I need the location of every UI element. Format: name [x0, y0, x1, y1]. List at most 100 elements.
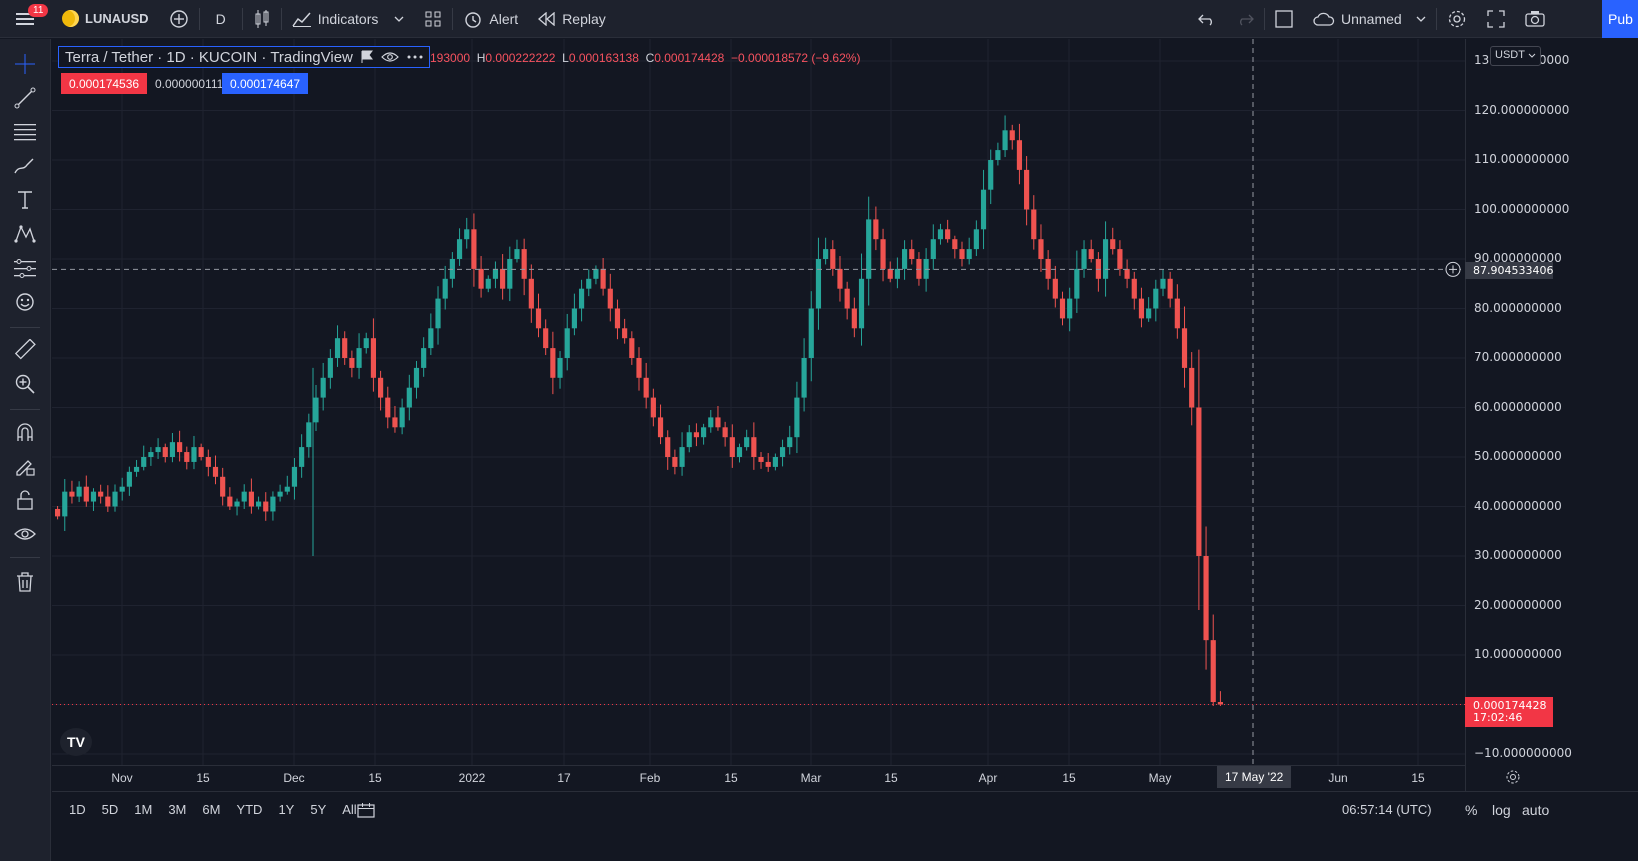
fib-tool[interactable] [10, 117, 40, 147]
candle-body [650, 397, 656, 418]
lock-drawing-tool[interactable] [10, 451, 40, 481]
symbol-search-button[interactable]: LUNAUSD [52, 0, 159, 38]
candle-body [701, 427, 707, 438]
time-tick-label: Mar [800, 771, 822, 785]
scale-settings-icon[interactable] [1505, 769, 1521, 785]
brush-tool[interactable] [10, 151, 40, 181]
select-layout-button[interactable] [1265, 0, 1303, 38]
menu-button[interactable]: 11 [0, 0, 52, 38]
tradingview-logo[interactable]: TV [60, 728, 92, 756]
candle-body [198, 447, 204, 457]
candle-body [901, 249, 908, 269]
price-tick-label: 120.000000000 [1474, 102, 1570, 117]
candle-body [1088, 249, 1094, 259]
candle-body [55, 508, 61, 517]
chevron-down-icon [394, 16, 404, 22]
candle-body [722, 427, 728, 438]
lock-all-tool[interactable] [10, 485, 40, 515]
clock[interactable]: 06:57:14 (UTC) [1342, 802, 1432, 817]
chart-type-button[interactable] [243, 0, 281, 38]
range-button-5d[interactable]: 5D [101, 802, 119, 817]
range-button-5y[interactable]: 5Y [310, 802, 327, 817]
candle-body [69, 491, 75, 497]
price-tick-label: 10.000000000 [1474, 647, 1562, 661]
candle-body [1110, 239, 1116, 250]
eye-icon[interactable] [381, 51, 399, 63]
remove-drawings-tool[interactable] [10, 567, 40, 597]
percent-toggle[interactable]: % [1465, 802, 1478, 818]
more-icon[interactable] [407, 54, 423, 60]
goto-date-button[interactable] [357, 802, 375, 818]
templates-button[interactable] [414, 0, 452, 38]
compare-button[interactable] [159, 0, 199, 38]
range-button-6m[interactable]: 6M [202, 802, 221, 817]
candle-body [492, 268, 499, 279]
range-button-ytd[interactable]: YTD [236, 802, 263, 817]
pattern-tool[interactable] [10, 219, 40, 249]
price-scale[interactable]: 130.000000000120.000000000110.0000000001… [1465, 39, 1638, 791]
candle-body [291, 466, 298, 487]
candle-body [327, 358, 333, 378]
snapshot-button[interactable] [1515, 0, 1555, 38]
undo-button[interactable] [1188, 0, 1226, 38]
buy-button[interactable]: 0.000174647 [222, 73, 309, 94]
candle-body [844, 288, 850, 309]
range-button-3m[interactable]: 3M [168, 802, 187, 817]
settings-button[interactable] [1437, 0, 1477, 38]
hide-drawings-tool[interactable] [10, 519, 40, 549]
candle-body [105, 496, 111, 507]
last-price-label: 0.000174428 17:02:46 [1465, 697, 1553, 727]
trend-line-tool[interactable] [10, 83, 40, 113]
candle-body [966, 249, 972, 259]
grid-icon [424, 10, 442, 28]
candle-body [456, 239, 463, 259]
candle-body [334, 338, 341, 358]
redo-button[interactable] [1226, 0, 1264, 38]
candle-body [880, 239, 886, 269]
chart-pane[interactable] [52, 39, 1465, 791]
replay-button[interactable]: Replay [528, 0, 616, 38]
zoom-tool[interactable] [10, 369, 40, 399]
candle-body [126, 471, 132, 487]
fullscreen-button[interactable] [1477, 0, 1515, 38]
price-tick-label: 100.000000000 [1474, 201, 1570, 216]
candlestick-chart[interactable] [52, 39, 1465, 765]
publish-button[interactable]: Pub [1602, 0, 1638, 38]
time-tick-label: Feb [639, 771, 661, 785]
price-tick-label: 20.000000000 [1474, 597, 1562, 612]
range-button-1d[interactable]: 1D [69, 802, 86, 817]
candle-body [758, 457, 764, 462]
save-layout-button[interactable]: Unnamed [1303, 0, 1436, 38]
candle-body [514, 249, 520, 259]
interval-button[interactable]: D [215, 10, 226, 27]
time-tick-label: May [1148, 771, 1172, 785]
candle-body [1067, 298, 1073, 319]
candle-body [119, 486, 125, 492]
time-tick-label: 17 [557, 771, 571, 785]
chevron-down-icon [1528, 53, 1536, 58]
measure-tool[interactable] [10, 335, 40, 365]
magnet-tool[interactable] [10, 417, 40, 447]
candle-body [607, 288, 613, 309]
legend-title[interactable]: Terra / Tether · 1D · KUCOIN · TradingVi… [58, 46, 430, 68]
flag-icon[interactable] [361, 50, 373, 64]
icons-tool[interactable] [10, 287, 40, 317]
alert-button[interactable]: Alert [453, 0, 528, 38]
range-button-1y[interactable]: 1Y [278, 802, 295, 817]
time-tick-label: 15 [884, 771, 898, 785]
log-toggle[interactable]: log [1492, 802, 1511, 818]
sell-button[interactable]: 0.000174536 [61, 73, 148, 94]
prediction-tool[interactable] [10, 253, 40, 283]
indicators-button[interactable]: Indicators [282, 0, 415, 38]
text-tool[interactable] [10, 185, 40, 215]
auto-toggle[interactable]: auto [1522, 802, 1550, 818]
candle-body [528, 278, 534, 309]
candle-body [535, 308, 542, 329]
currency-button[interactable]: USDT [1490, 46, 1541, 66]
candle-body [141, 457, 147, 467]
range-button-all[interactable]: All [342, 802, 357, 817]
crosshair-price-label: 87.904533406 [1465, 262, 1553, 279]
range-button-1m[interactable]: 1M [134, 802, 153, 817]
crosshair-tool[interactable] [10, 49, 40, 79]
candle-body [1038, 239, 1044, 259]
